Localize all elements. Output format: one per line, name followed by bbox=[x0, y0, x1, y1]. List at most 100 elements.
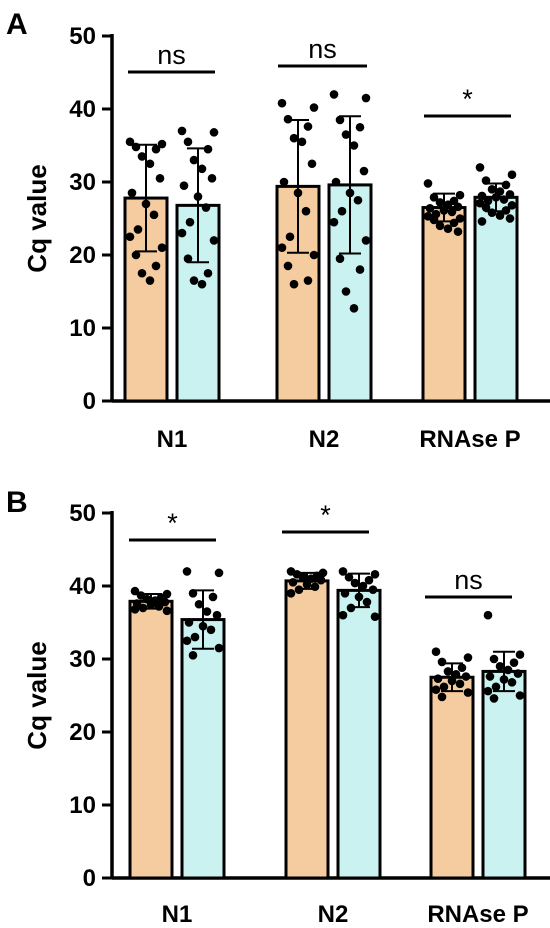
data-point bbox=[335, 254, 345, 263]
significance-label: ns bbox=[308, 34, 337, 64]
data-point bbox=[501, 180, 511, 190]
data-point bbox=[212, 610, 222, 620]
data-point bbox=[355, 265, 365, 274]
y-tick-label: 40 bbox=[69, 96, 96, 123]
data-point bbox=[429, 215, 439, 225]
data-point bbox=[507, 170, 517, 179]
y-tick-label: 50 bbox=[69, 500, 96, 527]
data-point bbox=[499, 195, 509, 204]
data-point bbox=[214, 568, 224, 578]
data-point bbox=[485, 672, 495, 681]
data-point bbox=[182, 636, 192, 646]
data-point bbox=[279, 177, 289, 187]
data-point bbox=[495, 662, 505, 671]
data-point bbox=[439, 206, 449, 215]
data-point bbox=[463, 653, 473, 662]
data-point bbox=[203, 268, 213, 278]
panel-b: B Cq value 0 10 20 30 40 50 N1 * N2 * RNAse P ns bbox=[6, 486, 550, 928]
data-point bbox=[435, 221, 445, 231]
y-tick-label: 0 bbox=[83, 388, 96, 415]
data-point bbox=[455, 679, 465, 689]
data-point bbox=[505, 190, 515, 199]
x-tick-label: N1 bbox=[162, 901, 193, 928]
data-point bbox=[483, 686, 493, 696]
data-point bbox=[316, 575, 326, 585]
data-point bbox=[209, 236, 219, 245]
data-point bbox=[447, 676, 457, 686]
bar bbox=[128, 599, 174, 880]
data-point bbox=[183, 254, 193, 263]
data-point bbox=[345, 188, 355, 198]
data-point bbox=[179, 181, 189, 190]
data-point bbox=[149, 210, 159, 220]
data-point bbox=[184, 618, 194, 627]
data-point bbox=[431, 685, 441, 694]
data-point bbox=[154, 602, 164, 611]
x-tick-label: N1 bbox=[157, 426, 188, 453]
data-point bbox=[137, 152, 147, 161]
y-tick-label: 50 bbox=[69, 23, 96, 50]
data-point bbox=[137, 268, 147, 278]
data-point bbox=[457, 663, 467, 673]
data-point bbox=[435, 198, 445, 207]
data-point bbox=[277, 243, 287, 252]
bar bbox=[284, 579, 330, 880]
data-point bbox=[425, 203, 435, 213]
data-point bbox=[151, 144, 161, 154]
data-point bbox=[370, 570, 380, 579]
data-point bbox=[439, 682, 449, 692]
data-point bbox=[162, 606, 172, 616]
data-point bbox=[455, 190, 465, 200]
data-point bbox=[515, 650, 525, 659]
data-point bbox=[183, 137, 193, 147]
data-point bbox=[453, 202, 463, 212]
y-tick-label: 20 bbox=[69, 719, 96, 746]
data-point bbox=[455, 214, 465, 223]
data-point bbox=[277, 98, 287, 108]
data-point bbox=[209, 128, 219, 137]
data-point bbox=[505, 214, 515, 223]
data-point bbox=[337, 206, 347, 216]
data-point bbox=[353, 195, 363, 205]
data-point bbox=[433, 674, 443, 684]
data-point bbox=[429, 193, 439, 202]
data-point bbox=[131, 142, 141, 152]
data-point bbox=[197, 279, 207, 289]
data-point bbox=[138, 603, 148, 613]
data-point bbox=[359, 166, 369, 176]
data-point bbox=[301, 206, 311, 216]
data-point bbox=[449, 218, 459, 228]
data-point bbox=[177, 228, 187, 238]
data-point bbox=[423, 179, 433, 188]
data-point bbox=[443, 224, 453, 234]
data-point bbox=[329, 90, 339, 99]
data-point bbox=[285, 232, 295, 242]
data-point bbox=[499, 675, 509, 684]
bar bbox=[481, 669, 527, 880]
data-point bbox=[160, 597, 170, 607]
data-point bbox=[155, 174, 165, 183]
data-point bbox=[130, 586, 140, 596]
data-point bbox=[489, 694, 499, 703]
data-point bbox=[182, 567, 192, 576]
data-point bbox=[331, 177, 341, 187]
data-point bbox=[355, 122, 365, 132]
data-point bbox=[491, 193, 501, 202]
data-point bbox=[503, 665, 513, 675]
data-point bbox=[309, 250, 319, 260]
data-point bbox=[349, 141, 359, 150]
data-point bbox=[283, 114, 293, 124]
data-point bbox=[125, 137, 135, 147]
data-point bbox=[203, 144, 213, 154]
y-axis-title: Cq value bbox=[22, 641, 52, 749]
y-tick-label: 0 bbox=[83, 865, 96, 892]
data-point bbox=[293, 188, 303, 198]
y-tick-label: 10 bbox=[69, 792, 96, 819]
data-point bbox=[130, 605, 140, 614]
data-point bbox=[475, 198, 485, 208]
data-point bbox=[303, 276, 313, 285]
data-point bbox=[207, 174, 217, 183]
data-point bbox=[289, 279, 299, 289]
data-point bbox=[487, 185, 497, 194]
data-point bbox=[141, 199, 151, 209]
